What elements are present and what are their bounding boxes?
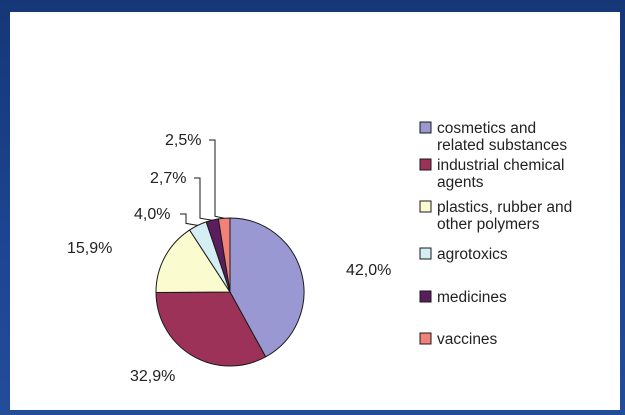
- legend-item-6: vaccines: [419, 331, 498, 348]
- legend-label-2-line-2: agents: [437, 174, 484, 191]
- legend-swatch-3: [419, 200, 432, 213]
- pie-chart: 42,0% 32,9% 15,9% 4,0% 2,7% 2,5% cosmetics an…: [67, 120, 572, 385]
- legend-label-6-line-1: vaccines: [437, 331, 498, 348]
- slice-label-5: 2,7%: [150, 170, 186, 187]
- legend-label-3-line-1: plastics, rubber and: [437, 199, 572, 216]
- legend-swatch-4: [419, 247, 432, 260]
- legend-label-2-line-1: industrial chemical: [437, 157, 565, 174]
- pie-slice-1: [229, 217, 305, 358]
- slice-label-4: 4,0%: [134, 206, 170, 223]
- slice-label-1: 42,0%: [346, 262, 391, 279]
- legend-label-5-line-1: medicines: [437, 289, 507, 306]
- chart-panel: 42,0% 32,9% 15,9% 4,0% 2,7% 2,5% cosmetics an…: [10, 12, 620, 410]
- legend-label-1-line-2: related substances: [437, 137, 567, 154]
- leader-line-6: [209, 139, 225, 219]
- legend-label-1-line-1: cosmetics and: [437, 120, 536, 137]
- slice-label-2: 32,9%: [130, 368, 175, 385]
- leader-line-5: [194, 177, 213, 221]
- legend-swatch-5: [419, 290, 432, 303]
- legend-label-3-line-2: other polymers: [437, 216, 540, 233]
- pie-slice-3: [155, 229, 231, 293]
- legend-swatch-2: [419, 158, 432, 171]
- legend-item-5: medicines: [419, 289, 507, 306]
- slice-label-3: 15,9%: [67, 240, 112, 257]
- legend-swatch-1: [419, 121, 432, 134]
- slice-label-6: 2,5%: [165, 132, 201, 149]
- legend-item-4: agrotoxics: [419, 246, 508, 263]
- leader-line-4: [180, 213, 198, 226]
- pie-slice-2: [155, 291, 267, 367]
- legend-label-4-line-1: agrotoxics: [437, 246, 508, 263]
- legend-swatch-6: [419, 332, 432, 345]
